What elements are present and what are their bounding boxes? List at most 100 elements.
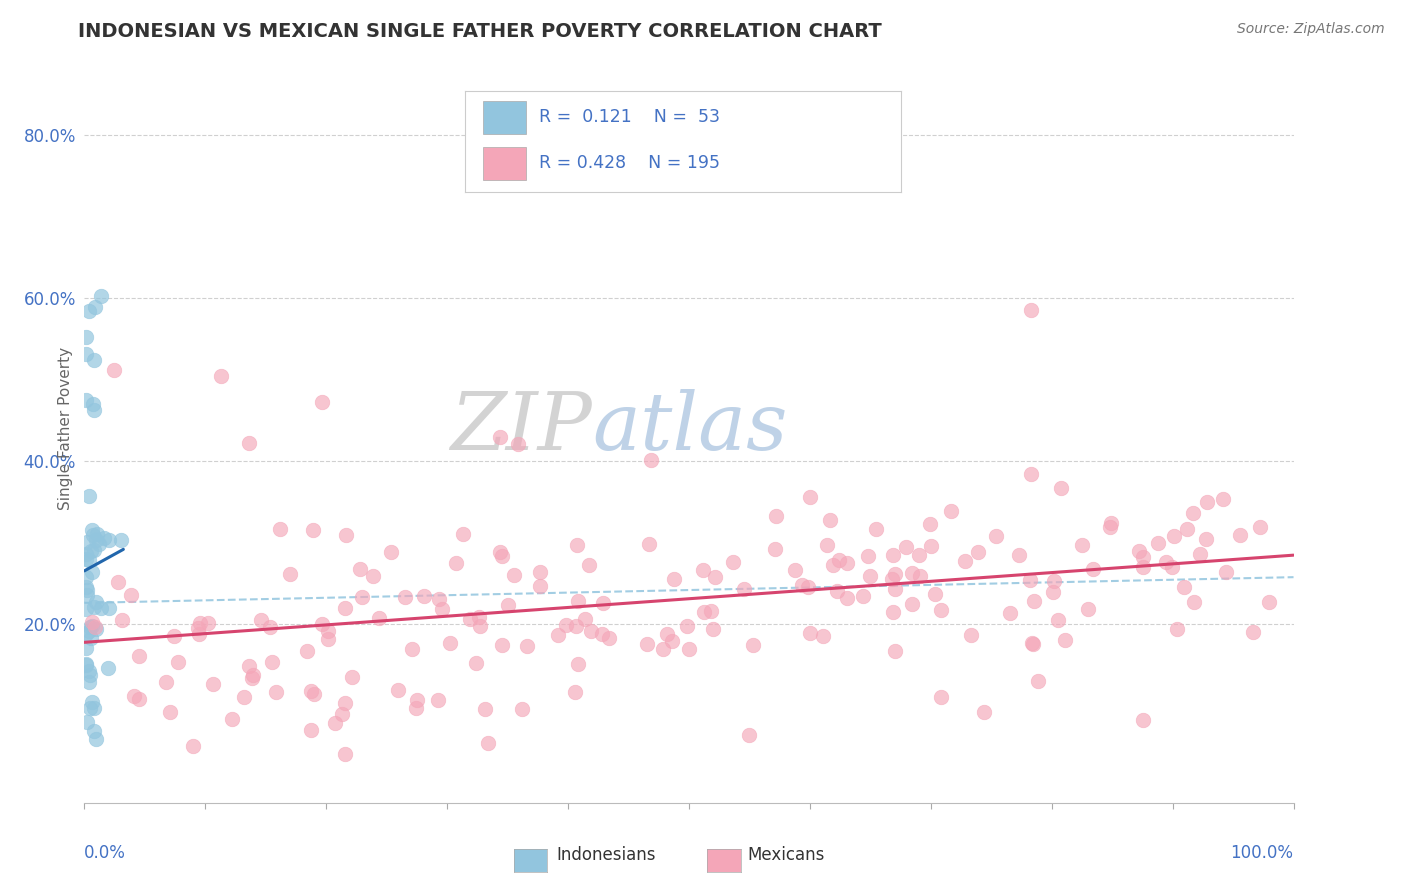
Point [828, 553, 851, 567]
Point [1042, 585, 1064, 599]
Point [676, 619, 699, 633]
Point [581, 624, 603, 639]
Point [299, 723, 322, 737]
Point [75, 551, 97, 566]
Text: INDONESIAN VS MEXICAN SINGLE FATHER POVERTY CORRELATION CHART: INDONESIAN VS MEXICAN SINGLE FATHER POVE… [79, 21, 882, 41]
Text: ZIP: ZIP [450, 390, 592, 467]
Point [240, 671, 263, 685]
Point [316, 624, 339, 638]
Point [858, 549, 880, 563]
Text: Mexicans: Mexicans [747, 847, 824, 864]
Point [640, 453, 662, 467]
Point [529, 579, 551, 593]
Point [75, 657, 97, 672]
Point [967, 545, 990, 559]
Point [242, 668, 264, 682]
Point [1050, 481, 1073, 495]
Point [86, 731, 108, 746]
Point [564, 619, 586, 633]
Point [103, 363, 125, 377]
Point [865, 522, 887, 536]
Point [86, 533, 108, 548]
Point [238, 436, 260, 450]
Point [405, 701, 427, 715]
Point [155, 675, 177, 690]
Point [250, 614, 273, 628]
Point [884, 566, 907, 581]
Point [86, 527, 108, 541]
Point [97, 661, 120, 675]
Point [924, 587, 946, 601]
Point [1132, 560, 1154, 574]
Point [259, 620, 281, 634]
Point [1166, 622, 1188, 636]
Text: 100.0%: 100.0% [1230, 844, 1294, 862]
Point [111, 613, 134, 627]
Point [1257, 595, 1279, 609]
Point [1008, 548, 1031, 562]
Point [678, 641, 700, 656]
Point [387, 682, 409, 697]
Point [859, 569, 882, 583]
Point [187, 627, 209, 641]
Point [941, 504, 963, 518]
Point [901, 566, 924, 580]
Point [901, 597, 924, 611]
Point [529, 566, 551, 580]
Point [882, 548, 904, 562]
Point [197, 615, 219, 630]
Point [333, 747, 356, 761]
Point [77, 304, 100, 318]
Point [1022, 636, 1045, 650]
Point [83, 352, 105, 367]
Point [662, 572, 685, 586]
Point [80, 631, 103, 645]
Point [468, 619, 491, 633]
Point [1026, 673, 1049, 688]
Point [394, 590, 416, 604]
Point [652, 641, 675, 656]
Point [83, 543, 105, 558]
Point [516, 640, 538, 654]
Point [929, 690, 952, 704]
Point [704, 570, 727, 584]
Point [1053, 632, 1076, 647]
Point [1154, 555, 1177, 569]
Point [797, 580, 820, 594]
Point [83, 403, 105, 417]
Point [998, 606, 1021, 620]
Point [700, 604, 723, 618]
Point [813, 629, 835, 643]
Point [1215, 565, 1237, 579]
Point [181, 739, 204, 753]
Point [1212, 492, 1234, 507]
Point [75, 580, 97, 594]
Point [1182, 506, 1205, 520]
Point [636, 637, 658, 651]
Point [491, 549, 513, 563]
Point [83, 599, 105, 614]
Point [508, 437, 530, 451]
Point [1188, 547, 1211, 561]
Point [76, 582, 98, 597]
Point [474, 702, 496, 716]
Point [1132, 549, 1154, 564]
Point [75, 640, 97, 655]
Point [128, 691, 150, 706]
Point [77, 489, 100, 503]
Point [565, 538, 588, 552]
Point [221, 712, 243, 726]
Point [412, 589, 434, 603]
Point [89, 537, 111, 551]
Point [655, 626, 678, 640]
Point [262, 655, 284, 669]
Point [352, 591, 374, 605]
Point [232, 690, 254, 705]
Point [82, 523, 104, 537]
Point [984, 529, 1007, 543]
Point [299, 684, 322, 698]
Point [432, 601, 454, 615]
Point [883, 644, 905, 658]
Point [908, 548, 931, 562]
Point [83, 724, 105, 739]
